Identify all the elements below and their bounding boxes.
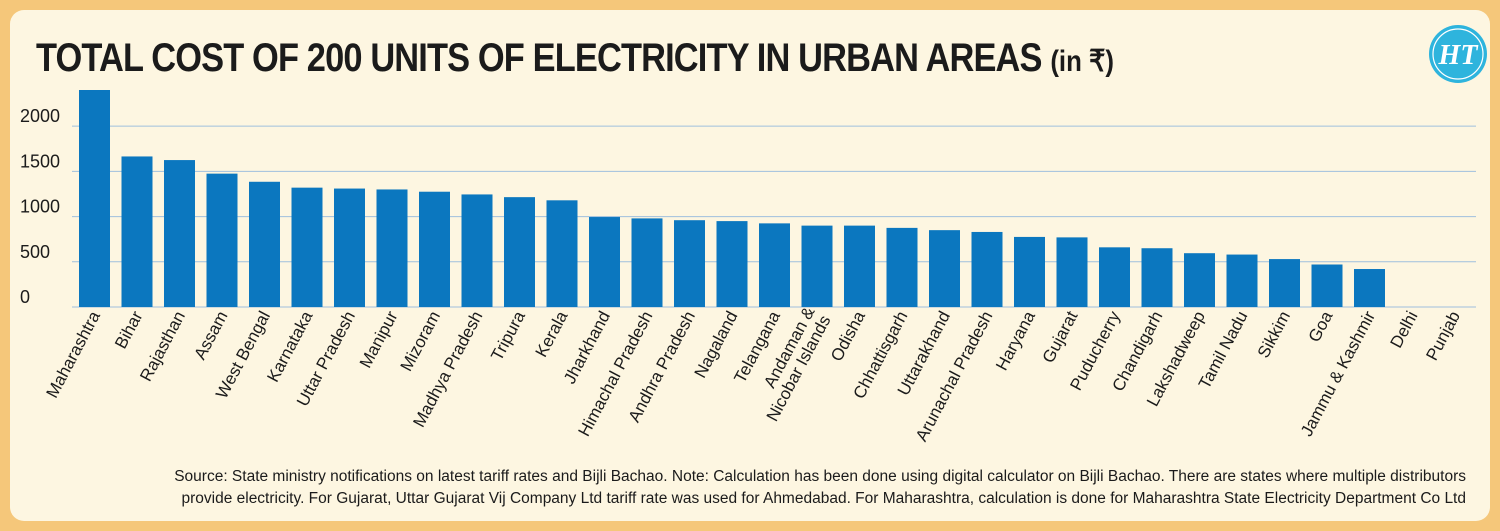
y-tick-0: 0 [20, 287, 30, 307]
x-label-punjab: Punjab [1422, 308, 1464, 364]
bars [79, 90, 1385, 307]
bar-jharkhand [589, 217, 620, 307]
bar-sikkim [1269, 259, 1300, 307]
bar-maharashtra [79, 90, 110, 307]
y-axis-ticks: 0 500 1000 1500 2000 [20, 106, 60, 307]
bar-goa [1311, 264, 1343, 307]
x-label-odisha: Odisha [827, 307, 869, 364]
bar-tripura [504, 197, 535, 307]
bar-gujarat [1056, 237, 1088, 307]
bar-himachal-pradesh [631, 218, 663, 307]
bar-chart: 0 500 1000 1500 2000 Maharashtra BiharRajasth… [20, 90, 1476, 445]
chart-title: TOTAL COST OF 200 UNITS OF ELECTRICITY I… [36, 36, 1114, 81]
y-tick-2000: 2000 [20, 106, 60, 126]
ht-logo-icon: HT [1429, 25, 1487, 83]
bar-tamil-nadu [1226, 254, 1258, 307]
bar-chandigarh [1141, 248, 1173, 307]
source-line-2: provide electricity. For Gujarat, Uttar … [181, 490, 1466, 507]
title-unit: (in ₹) [1050, 45, 1115, 78]
bar-mizoram [419, 191, 450, 307]
x-label-tripura: Tripura [487, 307, 529, 363]
x-label-goa: Goa [1305, 307, 1337, 345]
y-tick-500: 500 [20, 242, 50, 262]
bar-uttar-pradesh [334, 188, 365, 307]
y-tick-1000: 1000 [20, 197, 60, 217]
bar-andhra-pradesh [674, 220, 705, 307]
x-label-assam: Assam [190, 308, 231, 363]
x-label-kerala: Kerala [532, 307, 572, 360]
chart-card: TOTAL COST OF 200 UNITS OF ELECTRICITY I… [10, 10, 1490, 521]
bar-lakshadweep [1184, 253, 1215, 307]
bar-bihar [121, 156, 153, 307]
bar-jammu-kashmir [1354, 269, 1385, 307]
x-label-haryana: Haryana [992, 307, 1039, 373]
x-label-mizoram: Mizoram [397, 308, 444, 374]
bar-madhya-pradesh [461, 194, 493, 307]
bar-arunachal-pradesh [971, 231, 1003, 307]
bar-manipur [376, 189, 408, 307]
x-label-bihar: Bihar [111, 308, 147, 352]
bar-telangana [759, 223, 790, 307]
bar-west-bengal [249, 181, 280, 307]
bar-rajasthan [164, 160, 195, 307]
bar-karnataka [291, 187, 323, 307]
source-line-1: Source: State ministry notifications on … [174, 468, 1466, 485]
bar-uttarakhand [929, 230, 960, 307]
bar-odisha [844, 225, 875, 307]
bar-kerala [546, 200, 578, 307]
bar-andaman-nicobar-islands [801, 225, 833, 307]
source-note: Source: State ministry notifications on … [46, 466, 1466, 510]
title-main: TOTAL COST OF 200 UNITS OF ELECTRICITY I… [36, 36, 1042, 80]
x-label-maharashtra: Maharashtra [42, 307, 104, 401]
bar-puducherry [1099, 247, 1130, 307]
x-label-gujarat: Gujarat [1039, 308, 1082, 366]
x-label-delhi: Delhi [1387, 308, 1422, 351]
x-label-sikkim: Sikkim [1254, 308, 1294, 361]
logo-text: HT [1438, 40, 1480, 71]
bar-chhattisgarh [886, 227, 918, 307]
x-label-arunachal-pradesh: Arunachal Pradesh [912, 308, 997, 445]
x-label-manipur: Manipur [356, 308, 402, 371]
bar-assam [206, 173, 238, 307]
bar-nagaland [716, 221, 748, 307]
y-tick-1500: 1500 [20, 151, 60, 171]
bar-haryana [1014, 236, 1045, 307]
